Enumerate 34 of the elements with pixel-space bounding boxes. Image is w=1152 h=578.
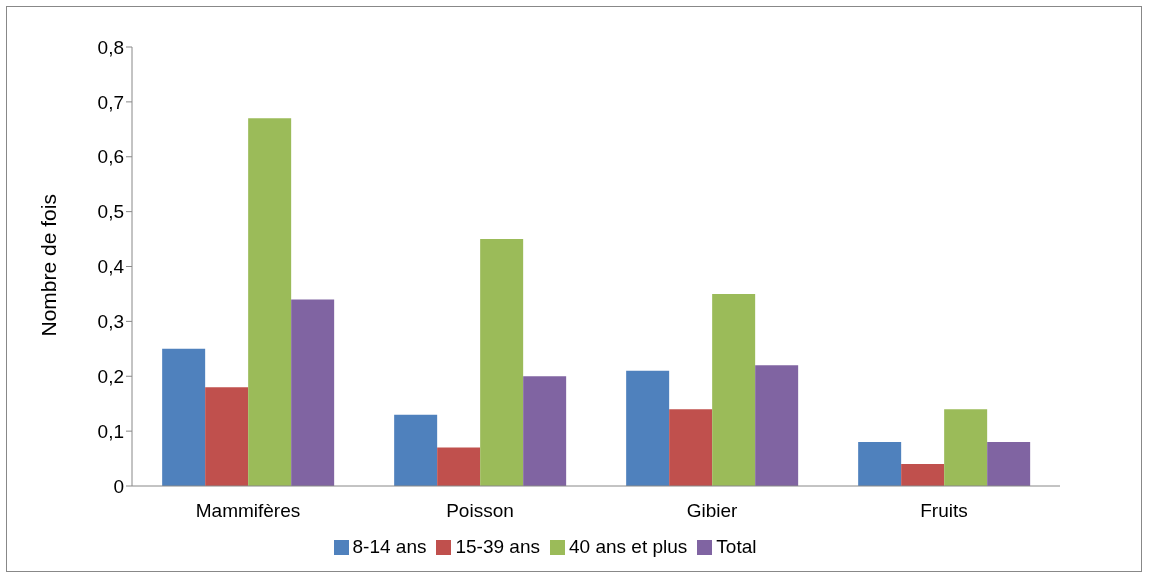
bar — [987, 442, 1031, 486]
bar — [858, 442, 902, 486]
bar — [669, 409, 713, 486]
legend-label: 40 ans et plus — [569, 536, 688, 557]
bar — [437, 447, 481, 486]
y-tick-label: 0,8 — [97, 36, 124, 58]
y-tick-label: 0,6 — [97, 146, 124, 168]
bar — [480, 239, 524, 486]
legend-label: 15-39 ans — [455, 536, 540, 557]
bar — [162, 348, 206, 486]
bar — [291, 299, 335, 486]
y-tick-label: 0,2 — [97, 365, 124, 387]
y-tick-label: 0,5 — [97, 201, 124, 223]
legend-label: Total — [716, 536, 757, 557]
y-tick-label: 0,3 — [97, 311, 124, 333]
x-tick-label: Poisson — [446, 500, 514, 522]
bar — [394, 414, 438, 486]
y-axis-title: Nombre de fois — [37, 194, 61, 337]
bar — [523, 376, 567, 486]
bar — [205, 387, 249, 486]
bar — [901, 464, 945, 486]
bar — [755, 365, 799, 486]
y-tick-label: 0,1 — [97, 420, 124, 442]
y-tick-label: 0 — [113, 475, 124, 497]
x-tick-label: Gibier — [686, 500, 739, 522]
x-tick-label: Fruits — [920, 500, 968, 522]
bar — [944, 409, 988, 486]
y-tick-label: 0,7 — [97, 91, 124, 113]
bar — [712, 293, 756, 486]
bar — [626, 370, 670, 486]
x-tick-label: Mammifères — [195, 500, 301, 522]
legend-label: 8-14 ans — [352, 536, 427, 557]
bar — [248, 118, 292, 486]
y-tick-label: 0,4 — [97, 256, 125, 278]
